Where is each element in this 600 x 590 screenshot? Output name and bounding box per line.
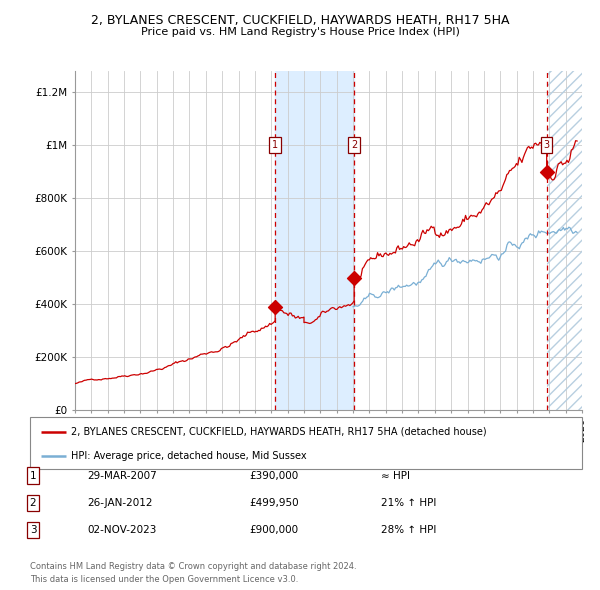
Point: [271, 302, 280, 312]
Text: 26-JAN-2012: 26-JAN-2012: [87, 498, 152, 507]
Text: 2: 2: [29, 498, 37, 507]
Text: Contains HM Land Registry data © Crown copyright and database right 2024.: Contains HM Land Registry data © Crown c…: [30, 562, 356, 571]
Text: 2: 2: [351, 140, 358, 150]
Bar: [547, 71, 582, 410]
Text: £499,950: £499,950: [249, 498, 299, 507]
Text: 02-NOV-2023: 02-NOV-2023: [87, 525, 157, 535]
Text: 28% ↑ HPI: 28% ↑ HPI: [381, 525, 436, 535]
Text: 3: 3: [29, 525, 37, 535]
Text: HPI: Average price, detached house, Mid Sussex: HPI: Average price, detached house, Mid …: [71, 451, 307, 461]
Text: 2, BYLANES CRESCENT, CUCKFIELD, HAYWARDS HEATH, RH17 5HA (detached house): 2, BYLANES CRESCENT, CUCKFIELD, HAYWARDS…: [71, 427, 487, 437]
Text: This data is licensed under the Open Government Licence v3.0.: This data is licensed under the Open Gov…: [30, 575, 298, 584]
Text: 21% ↑ HPI: 21% ↑ HPI: [381, 498, 436, 507]
Text: 1: 1: [29, 471, 37, 480]
Bar: [275, 71, 354, 410]
Text: 29-MAR-2007: 29-MAR-2007: [87, 471, 157, 480]
Text: Price paid vs. HM Land Registry's House Price Index (HPI): Price paid vs. HM Land Registry's House …: [140, 27, 460, 37]
FancyBboxPatch shape: [30, 417, 582, 469]
Point: [349, 273, 359, 282]
Bar: [547, 71, 582, 410]
Text: 1: 1: [272, 140, 278, 150]
Point: [542, 167, 551, 176]
Text: £900,000: £900,000: [249, 525, 298, 535]
Text: £390,000: £390,000: [249, 471, 298, 480]
Text: ≈ HPI: ≈ HPI: [381, 471, 410, 480]
Text: 2, BYLANES CRESCENT, CUCKFIELD, HAYWARDS HEATH, RH17 5HA: 2, BYLANES CRESCENT, CUCKFIELD, HAYWARDS…: [91, 14, 509, 27]
Text: 3: 3: [544, 140, 550, 150]
